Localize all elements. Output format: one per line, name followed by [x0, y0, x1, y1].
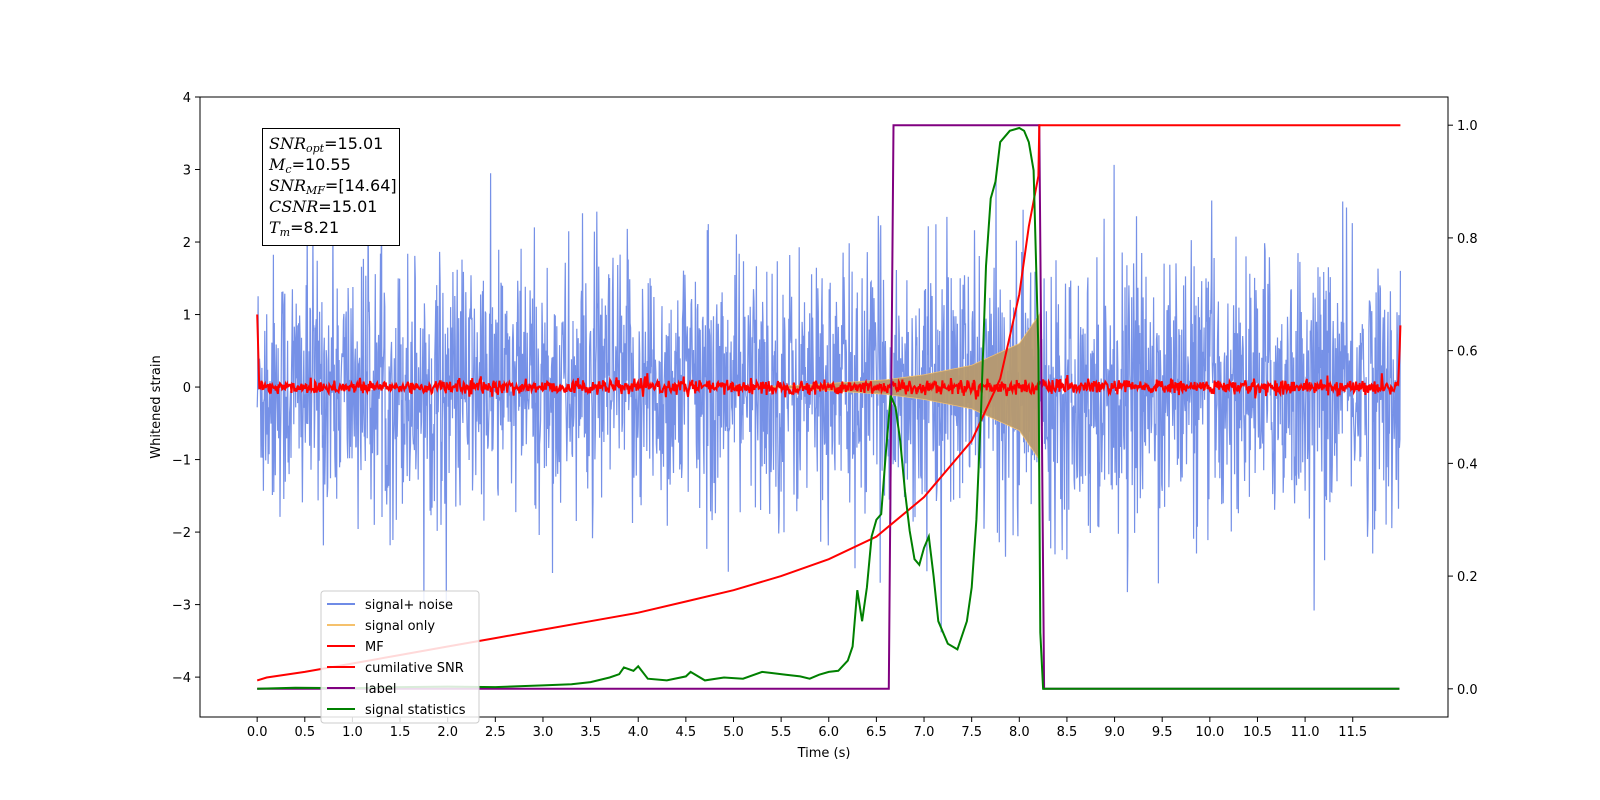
x-tick-label: 8.0: [1009, 725, 1030, 740]
x-axis-ticks: 0.0 0.5 1.0 1.5 2.0 2.5 3.0 3.5 4.0 4.5 5.0 5.5 6.0 6…: [247, 717, 1367, 740]
y-tick-label: −1: [172, 454, 191, 469]
y2-tick-label: 0.0: [1457, 683, 1478, 698]
annotation-value: =10.55: [291, 155, 351, 174]
y2-tick-label: 0.4: [1457, 457, 1478, 472]
x-tick-label: 4.5: [676, 725, 697, 740]
x-tick-label: 6.5: [866, 725, 887, 740]
mf-series: [256, 314, 1402, 400]
x-tick-label: 9.5: [1152, 725, 1173, 740]
x-tick-label: 2.0: [437, 725, 458, 740]
mf-line: [256, 314, 1402, 400]
y2-tick-label: 0.8: [1457, 232, 1478, 247]
annotation-value: =[14.64]: [324, 176, 397, 195]
x-tick-label: 7.5: [961, 725, 982, 740]
y2-tick-label: 0.6: [1457, 345, 1478, 360]
annotation-symbol: M: [269, 155, 286, 174]
legend-entry-label: label: [365, 682, 396, 697]
y-tick-label: 2: [183, 236, 191, 251]
x-tick-label: 2.5: [485, 725, 506, 740]
y-axis-label: Whitened strain: [149, 355, 164, 458]
annotation-line: Tm=8.21: [269, 217, 399, 238]
x-tick-label: 7.0: [914, 725, 935, 740]
y-tick-label: −3: [172, 599, 191, 614]
annotation-subscript: opt: [306, 142, 325, 155]
y2-tick-label: 0.2: [1457, 570, 1478, 585]
x-tick-label: 1.5: [390, 725, 411, 740]
y-tick-label: 0: [183, 381, 191, 396]
x-tick-label: 3.0: [533, 725, 554, 740]
metrics-annotation-box: SNRopt=15.01 Mc=10.55 SNRMF=[14.64] CSNR=15…: [262, 128, 400, 246]
signal-noise-line: [256, 138, 1401, 633]
annotation-symbol: CSNR: [269, 197, 319, 216]
legend-entry-label: signal only: [365, 619, 435, 634]
annotation-line: SNRopt=15.01: [269, 133, 399, 154]
annotation-subscript: MF: [306, 184, 325, 197]
x-tick-label: 11.0: [1291, 725, 1320, 740]
x-tick-label: 11.5: [1338, 725, 1367, 740]
annotation-line: CSNR=15.01: [269, 196, 399, 217]
x-tick-label: 5.0: [723, 725, 744, 740]
x-tick-label: 0.5: [294, 725, 315, 740]
y-tick-label: −4: [172, 671, 191, 686]
annotation-line: SNRMF=[14.64]: [269, 175, 399, 196]
x-tick-label: 8.5: [1057, 725, 1078, 740]
x-tick-label: 9.0: [1104, 725, 1125, 740]
annotation-value: =15.01: [324, 134, 384, 153]
y2-tick-label: 1.0: [1457, 119, 1478, 134]
signal-noise-series: [256, 138, 1401, 633]
annotation-symbol: SNR: [269, 176, 307, 195]
annotation-value: =15.01: [318, 197, 378, 216]
x-tick-label: 3.5: [580, 725, 601, 740]
legend-box: [320, 590, 480, 724]
x-tick-label: 6.0: [818, 725, 839, 740]
y-tick-label: 1: [183, 309, 191, 324]
y-axis-ticks: 4 3 2 1 0 −1 −2 −3 −4: [172, 91, 200, 686]
legend-entry-label: cumilative SNR: [365, 661, 464, 676]
signal-statistics-line: [257, 126, 1400, 690]
annotation-symbol: SNR: [269, 134, 307, 153]
annotation-subscript: c: [285, 163, 292, 176]
x-tick-label: 5.5: [771, 725, 792, 740]
x-tick-label: 10.0: [1195, 725, 1224, 740]
x-tick-label: 0.0: [247, 725, 268, 740]
legend: signal+ noise signal only MF cumilative SNR…: [320, 590, 480, 724]
y-tick-label: −2: [172, 526, 191, 541]
plot-frame: [199, 96, 1449, 718]
y2-axis-ticks: 1.0 0.8 0.6 0.4 0.2 0.0: [1448, 119, 1478, 698]
x-tick-label: 4.0: [628, 725, 649, 740]
y-tick-label: 3: [183, 164, 191, 179]
legend-entry-label: MF: [365, 640, 384, 655]
x-tick-label: 1.0: [342, 725, 363, 740]
legend-entry-label: signal statistics: [365, 703, 466, 718]
y-tick-label: 4: [183, 91, 191, 106]
annotation-value: =8.21: [290, 218, 340, 237]
x-tick-label: 10.5: [1243, 725, 1272, 740]
x-axis-label: Time (s): [797, 746, 851, 761]
annotation-symbol: T: [269, 218, 280, 237]
annotation-line: Mc=10.55: [269, 154, 399, 175]
annotation-subscript: m: [279, 226, 291, 239]
legend-entry-label: signal+ noise: [365, 598, 453, 613]
